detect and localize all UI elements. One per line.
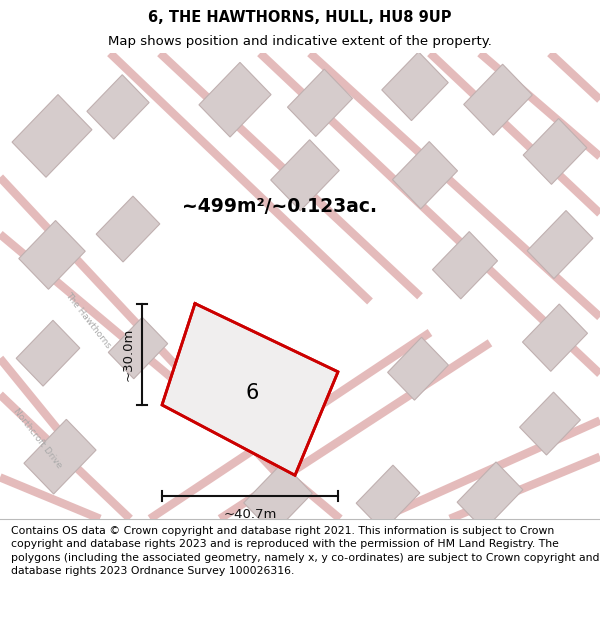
Polygon shape xyxy=(527,211,593,279)
Polygon shape xyxy=(96,196,160,262)
Polygon shape xyxy=(162,304,338,475)
Text: The Hawthorns: The Hawthorns xyxy=(64,291,113,350)
Polygon shape xyxy=(199,62,271,137)
Polygon shape xyxy=(87,75,149,139)
Text: Contains OS data © Crown copyright and database right 2021. This information is : Contains OS data © Crown copyright and d… xyxy=(11,526,599,576)
Polygon shape xyxy=(382,52,448,121)
Text: ~40.7m: ~40.7m xyxy=(223,508,277,521)
Polygon shape xyxy=(433,232,497,299)
Polygon shape xyxy=(523,119,587,184)
Polygon shape xyxy=(392,142,458,209)
Polygon shape xyxy=(271,140,339,211)
Text: Map shows position and indicative extent of the property.: Map shows position and indicative extent… xyxy=(108,35,492,48)
Polygon shape xyxy=(12,94,92,178)
Text: 6, THE HAWTHORNS, HULL, HU8 9UP: 6, THE HAWTHORNS, HULL, HU8 9UP xyxy=(148,9,452,24)
Text: 6: 6 xyxy=(245,382,259,402)
Polygon shape xyxy=(19,221,85,289)
Text: ~30.0m: ~30.0m xyxy=(121,328,134,381)
Polygon shape xyxy=(109,318,167,379)
Polygon shape xyxy=(287,69,353,136)
Polygon shape xyxy=(24,419,96,494)
Polygon shape xyxy=(464,64,532,135)
Polygon shape xyxy=(244,462,312,534)
Polygon shape xyxy=(520,392,580,455)
Polygon shape xyxy=(523,304,587,371)
Text: Northcroft Drive: Northcroft Drive xyxy=(12,406,64,469)
Polygon shape xyxy=(388,338,448,400)
Text: ~499m²/~0.123ac.: ~499m²/~0.123ac. xyxy=(182,197,377,216)
Polygon shape xyxy=(356,465,420,531)
Polygon shape xyxy=(457,462,523,530)
Polygon shape xyxy=(16,320,80,386)
